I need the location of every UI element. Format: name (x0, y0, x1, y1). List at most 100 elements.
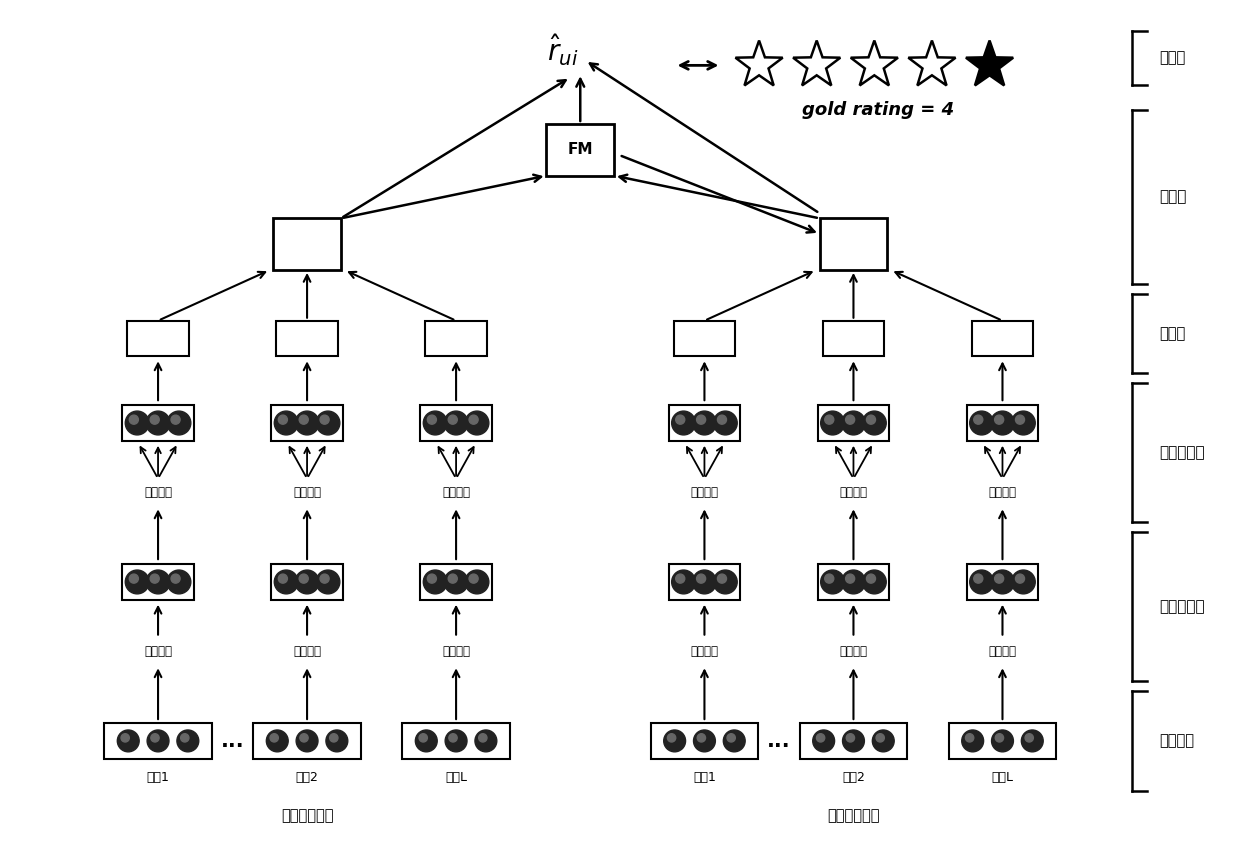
Circle shape (1012, 411, 1035, 435)
Bar (668, 405, 740, 441)
Text: 短语关联层: 短语关联层 (1159, 445, 1205, 460)
Text: FM: FM (568, 142, 593, 158)
Circle shape (862, 570, 887, 594)
Text: 评论1: 评论1 (693, 771, 715, 784)
Circle shape (150, 416, 159, 424)
Circle shape (423, 570, 448, 594)
Circle shape (1016, 416, 1024, 424)
Circle shape (713, 570, 738, 594)
Circle shape (171, 416, 180, 424)
Circle shape (444, 570, 467, 594)
Text: 自注意力: 自注意力 (144, 645, 172, 658)
Circle shape (718, 574, 727, 583)
Circle shape (428, 574, 436, 583)
Circle shape (991, 411, 1014, 435)
Bar (272, 564, 342, 600)
Bar (673, 321, 735, 356)
Circle shape (326, 730, 347, 752)
Text: 池化层: 池化层 (1159, 326, 1185, 341)
Circle shape (428, 416, 436, 424)
Circle shape (697, 416, 706, 424)
Text: 评论L: 评论L (445, 771, 467, 784)
Circle shape (295, 570, 319, 594)
Bar (420, 405, 492, 441)
Circle shape (415, 730, 438, 752)
Text: 自注意力: 自注意力 (443, 645, 470, 658)
Circle shape (167, 570, 191, 594)
Circle shape (148, 730, 169, 752)
Circle shape (692, 570, 717, 594)
Circle shape (872, 730, 894, 752)
Circle shape (274, 411, 298, 435)
Circle shape (996, 734, 1003, 742)
Circle shape (676, 574, 684, 583)
Circle shape (171, 574, 180, 583)
Circle shape (1016, 574, 1024, 583)
Text: 评论层: 评论层 (1159, 189, 1187, 204)
Circle shape (962, 730, 983, 752)
Circle shape (713, 411, 738, 435)
Circle shape (846, 416, 854, 424)
Circle shape (465, 570, 489, 594)
Bar (273, 218, 341, 270)
Circle shape (994, 416, 1003, 424)
Circle shape (267, 730, 288, 752)
Circle shape (994, 574, 1003, 583)
Bar (128, 321, 188, 356)
Bar (972, 321, 1033, 356)
Circle shape (821, 411, 844, 435)
Circle shape (278, 574, 288, 583)
Circle shape (419, 734, 428, 742)
Circle shape (846, 574, 854, 583)
Text: 自注意力: 自注意力 (988, 645, 1017, 658)
Circle shape (448, 574, 458, 583)
Bar (547, 124, 614, 176)
Bar (668, 564, 740, 600)
Text: 物品评论集合: 物品评论集合 (827, 808, 879, 823)
Circle shape (816, 734, 825, 742)
Circle shape (150, 574, 159, 583)
Circle shape (146, 570, 170, 594)
Circle shape (125, 411, 149, 435)
Polygon shape (966, 41, 1013, 86)
Circle shape (330, 734, 339, 742)
Bar (123, 405, 193, 441)
Circle shape (973, 416, 983, 424)
Text: ...: ... (221, 731, 244, 751)
Text: 评论2: 评论2 (842, 771, 864, 784)
Circle shape (146, 411, 170, 435)
Circle shape (300, 734, 309, 742)
Circle shape (970, 570, 993, 594)
Text: 自注意力: 自注意力 (988, 486, 1017, 499)
Circle shape (992, 730, 1013, 752)
Text: 自注意力: 自注意力 (839, 486, 868, 499)
Text: $\hat{r}_{ui}$: $\hat{r}_{ui}$ (547, 32, 578, 69)
Circle shape (973, 574, 983, 583)
Text: 评论L: 评论L (992, 771, 1013, 784)
Circle shape (299, 574, 309, 583)
Circle shape (181, 734, 188, 742)
Circle shape (274, 570, 298, 594)
Bar (123, 564, 193, 600)
Text: 用户评论集合: 用户评论集合 (280, 808, 334, 823)
Text: 词嵌入层: 词嵌入层 (1159, 734, 1194, 749)
Text: 预测层: 预测层 (1159, 50, 1185, 65)
Circle shape (320, 574, 329, 583)
Circle shape (1025, 734, 1033, 742)
Circle shape (423, 411, 448, 435)
Bar (651, 723, 758, 759)
Circle shape (270, 734, 278, 742)
Circle shape (867, 416, 875, 424)
Text: ...: ... (768, 731, 791, 751)
Circle shape (445, 730, 467, 752)
Circle shape (970, 411, 993, 435)
Circle shape (718, 416, 727, 424)
Text: 自注意力: 自注意力 (839, 645, 868, 658)
Text: 评论1: 评论1 (146, 771, 170, 784)
Circle shape (167, 411, 191, 435)
Text: 自注意力: 自注意力 (691, 486, 718, 499)
Bar (967, 405, 1038, 441)
Text: 短语抽取层: 短语抽取层 (1159, 600, 1205, 614)
Circle shape (667, 734, 676, 742)
Circle shape (465, 411, 489, 435)
